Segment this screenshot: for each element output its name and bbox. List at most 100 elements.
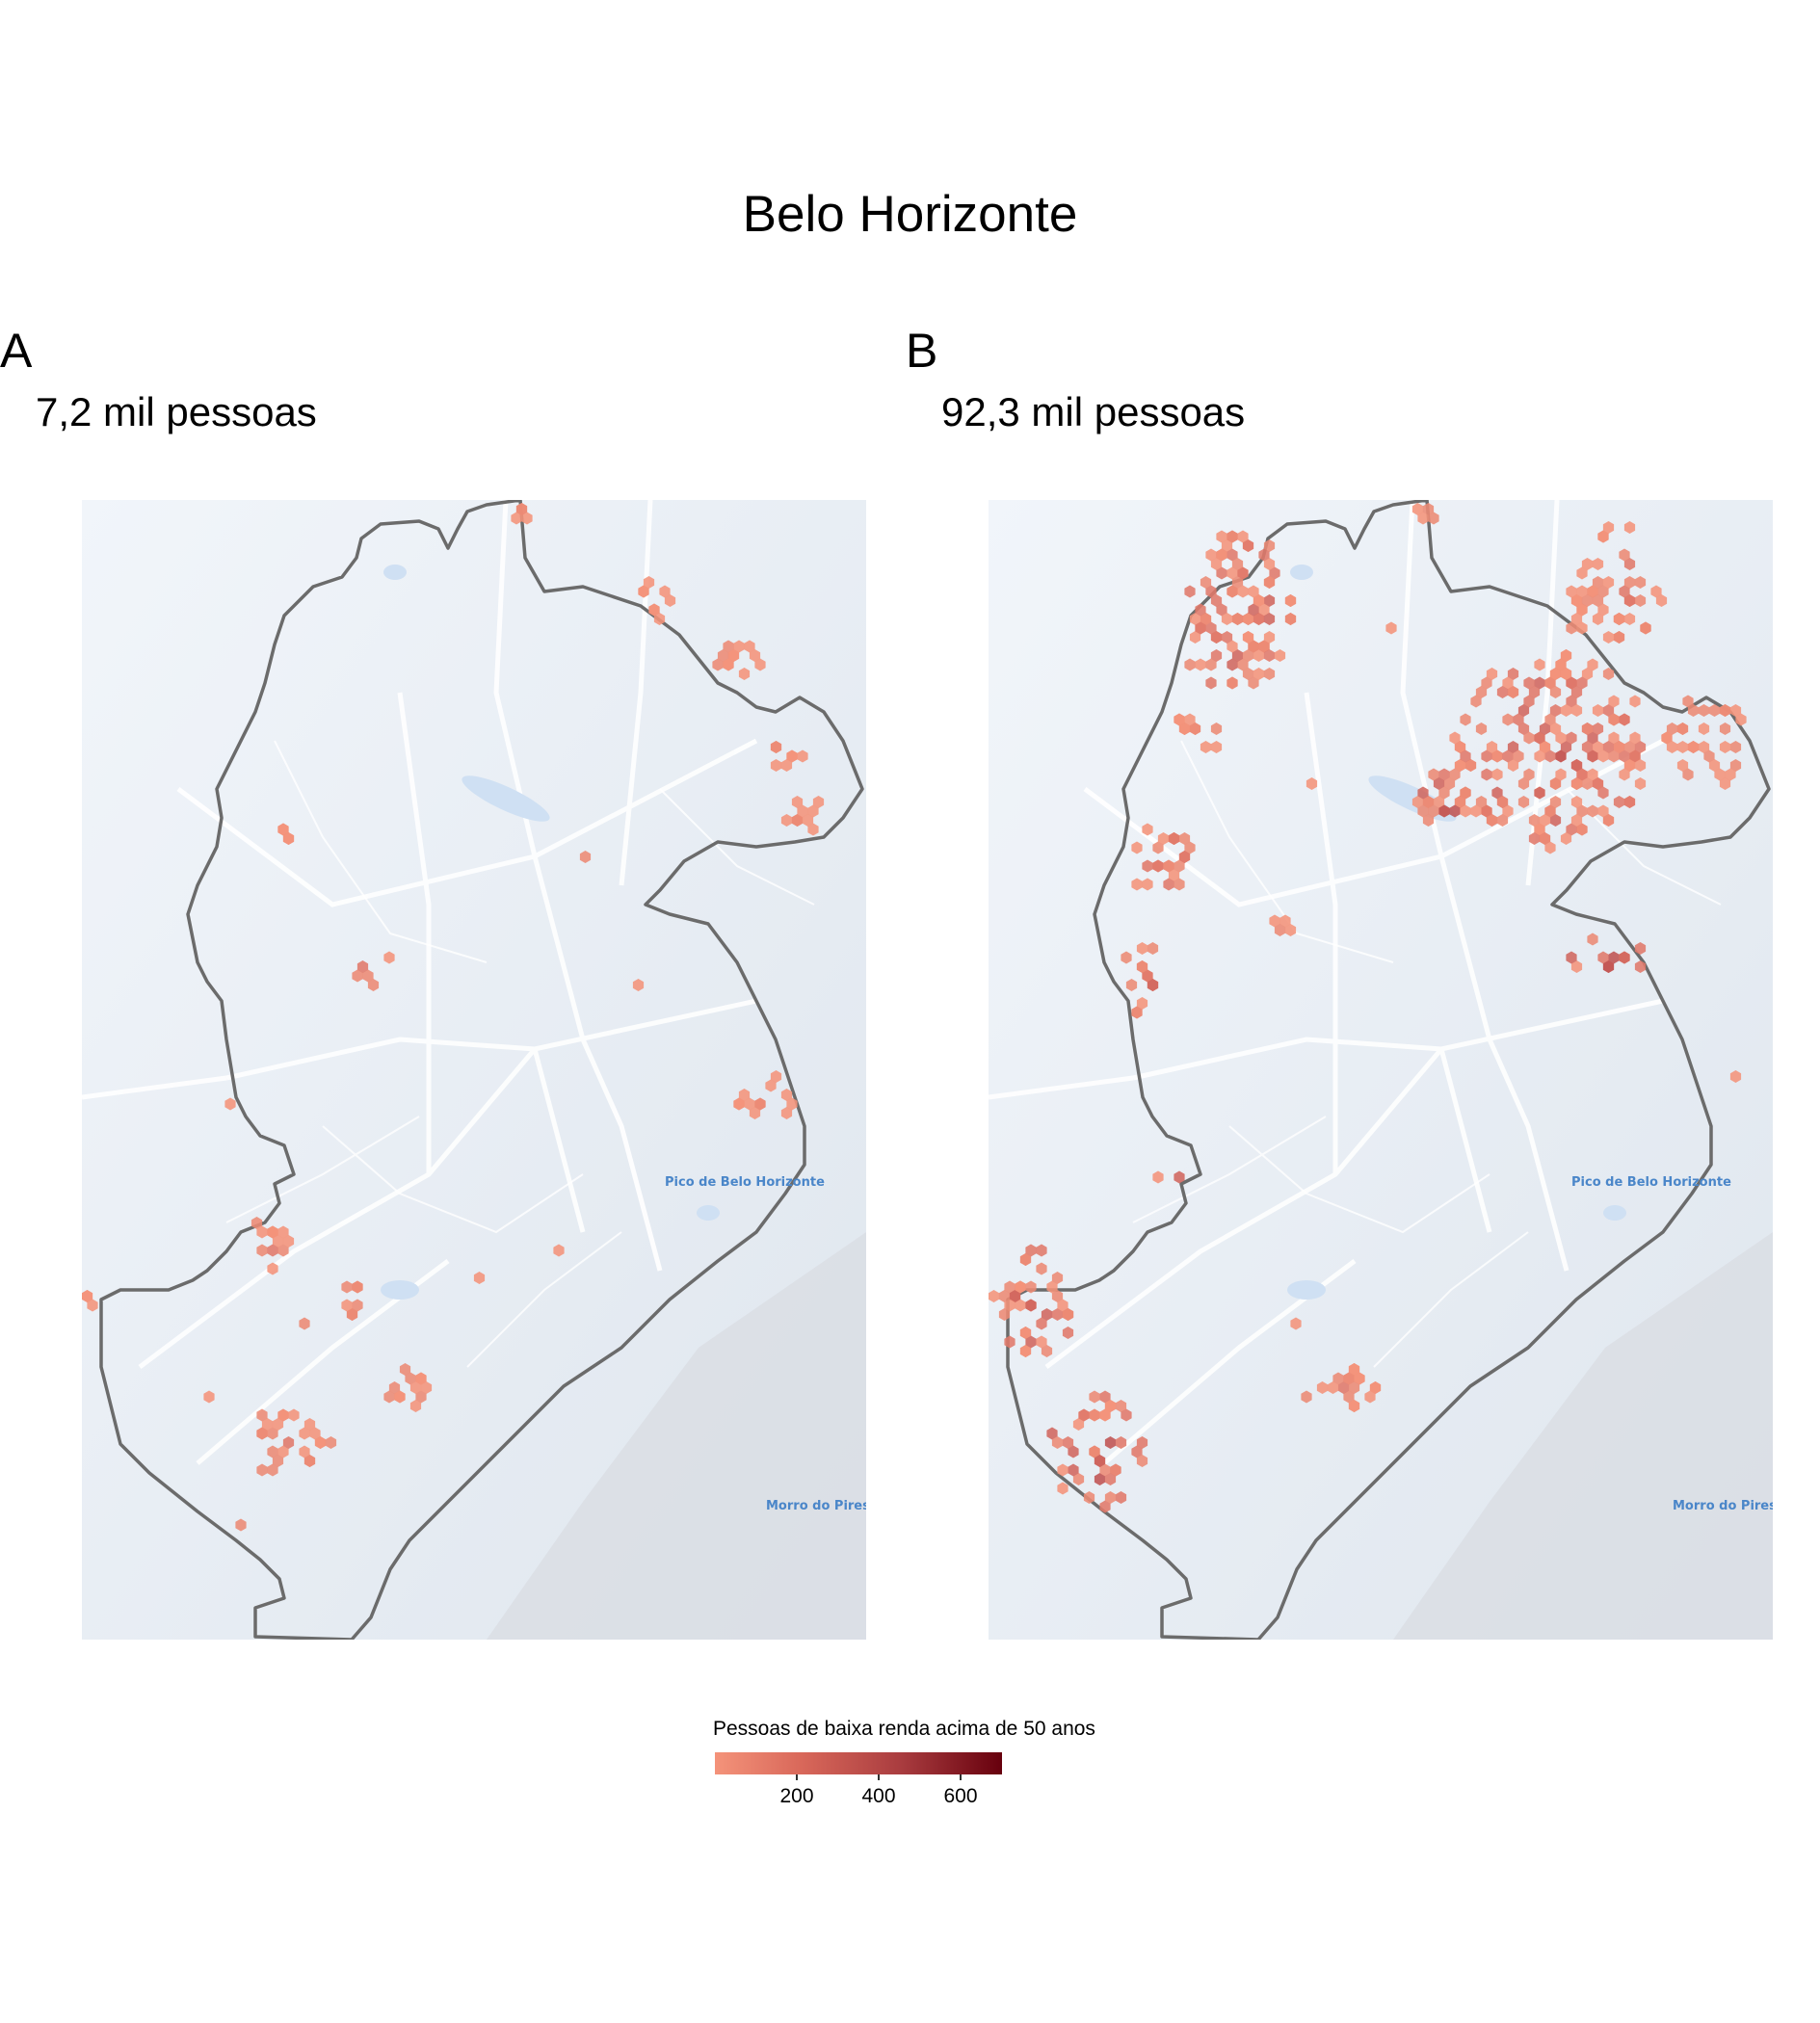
hex-cell	[1200, 613, 1212, 625]
hex-cell	[1242, 668, 1254, 680]
hex-cell	[1227, 640, 1238, 653]
hex-cell	[1570, 759, 1583, 772]
hex-cell	[1517, 796, 1530, 808]
hex-cell	[1570, 686, 1583, 698]
hex-cell	[272, 1418, 284, 1431]
map-panel-a[interactable]: Pico de Belo Horizonte Morro do Pires	[82, 500, 866, 1640]
hex-cell	[1121, 1408, 1132, 1422]
hex-cell	[807, 823, 819, 836]
hex-cell	[1602, 704, 1615, 717]
legend-label-200: 200	[779, 1785, 814, 1807]
hex-cell	[1242, 631, 1254, 644]
legend-label-400: 400	[861, 1785, 896, 1807]
hex-cell	[367, 979, 380, 991]
hex-cell	[1481, 804, 1492, 818]
hex-cell	[643, 576, 655, 589]
hex-cell	[1729, 759, 1742, 772]
hex-cell	[1666, 722, 1678, 735]
hex-cell	[1619, 548, 1630, 562]
hex-cell	[1004, 1335, 1016, 1349]
hex-cell	[1623, 521, 1636, 534]
hex-cell	[1157, 832, 1170, 845]
hex-cell	[733, 640, 745, 653]
hex-cell	[1491, 749, 1503, 763]
hex-cell	[1210, 631, 1223, 644]
hex-cell	[1178, 832, 1191, 845]
hex-cell	[511, 512, 522, 525]
hex-cell	[738, 1089, 751, 1101]
hex-cell	[1237, 566, 1249, 580]
hex-cell	[1470, 804, 1482, 818]
hex-cell	[251, 1217, 263, 1229]
hex-cell	[1523, 676, 1535, 690]
hex-cell	[797, 804, 808, 818]
hex-cell	[521, 512, 533, 525]
hex-cell	[1502, 749, 1514, 763]
hex-cell	[267, 1262, 278, 1275]
hex-cell	[1057, 1482, 1068, 1495]
hex-cell	[1263, 668, 1276, 680]
hex-cell	[1666, 741, 1678, 753]
hex-cell	[1602, 960, 1615, 973]
hex-cell	[299, 1427, 310, 1440]
hex-cell	[802, 814, 814, 827]
hex-cell	[383, 951, 395, 964]
hex-cell	[1682, 768, 1694, 781]
hex-cell	[1687, 741, 1700, 753]
hex-cell	[314, 1436, 327, 1449]
hex-cell	[1284, 613, 1297, 625]
hex-cell	[1004, 1299, 1016, 1312]
hex-cell	[1263, 539, 1276, 552]
hex-cell	[1623, 796, 1636, 808]
hex-cell	[1422, 796, 1435, 808]
hex-cell	[1099, 1463, 1111, 1477]
hex-cell	[579, 851, 592, 863]
hex-cell	[1597, 804, 1609, 818]
hex-cell	[1205, 585, 1217, 598]
hex-cell	[303, 1455, 316, 1467]
hex-cell	[1597, 786, 1609, 800]
hex-cell	[1385, 621, 1397, 635]
hex-cell	[1237, 658, 1249, 671]
hex-cell	[1216, 548, 1227, 562]
hex-cell	[1698, 722, 1710, 735]
hex-cell	[1613, 741, 1625, 753]
hex-cell	[1719, 722, 1731, 735]
hex-cell	[1433, 796, 1445, 808]
hex-cell	[325, 1436, 337, 1449]
hex-cell	[1062, 1327, 1074, 1339]
hex-cell	[1523, 695, 1535, 708]
hex-cell	[1142, 823, 1153, 836]
hex-cell	[1104, 1436, 1117, 1449]
hex-cell	[1343, 1390, 1355, 1404]
hex-cell	[1258, 640, 1270, 653]
city-boundary	[1006, 500, 1771, 1640]
map-panel-b[interactable]: Pico de Belo Horizonte Morro do Pires	[989, 500, 1773, 1640]
hex-cell	[1068, 1463, 1079, 1477]
hex-cell	[1549, 668, 1562, 680]
hex-cell	[1576, 585, 1588, 598]
hex-cell	[770, 1070, 782, 1083]
hex-cell	[659, 585, 671, 598]
hex-cell	[1629, 749, 1641, 763]
hex-cell	[1576, 621, 1588, 635]
hex-cell	[1592, 741, 1604, 753]
hex-cell	[1428, 512, 1439, 525]
hex-cell	[1142, 878, 1153, 891]
hex-cell	[1168, 869, 1180, 881]
hex-cell	[1570, 613, 1583, 625]
hex-cell	[1634, 777, 1647, 790]
hex-cell	[1623, 576, 1636, 589]
hex-cell	[780, 814, 793, 827]
hex-cell	[356, 960, 369, 973]
hex-cell	[1301, 1390, 1312, 1404]
legend-tick-200	[796, 1774, 798, 1780]
hex-cell	[1019, 1345, 1032, 1357]
hex-cells-a	[82, 503, 825, 1532]
hex-cell	[1089, 1390, 1100, 1404]
hex-cell	[744, 1097, 755, 1111]
hex-cell	[1592, 777, 1604, 790]
hex-cell	[1608, 951, 1620, 964]
hex-cell	[1661, 731, 1673, 745]
hex-cell	[1517, 722, 1530, 735]
